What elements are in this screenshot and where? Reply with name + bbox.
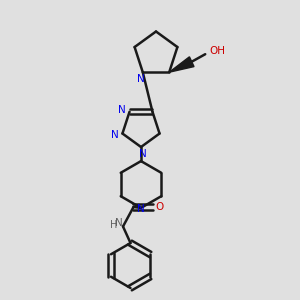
Text: N: N	[137, 203, 145, 214]
Text: O: O	[155, 202, 164, 212]
Text: N: N	[137, 74, 145, 84]
Text: N: N	[118, 105, 126, 115]
Polygon shape	[169, 57, 194, 72]
Text: N: N	[111, 130, 119, 140]
Text: N: N	[115, 218, 123, 229]
Text: OH: OH	[209, 46, 225, 56]
Text: H: H	[110, 220, 117, 230]
Text: N: N	[139, 148, 146, 159]
